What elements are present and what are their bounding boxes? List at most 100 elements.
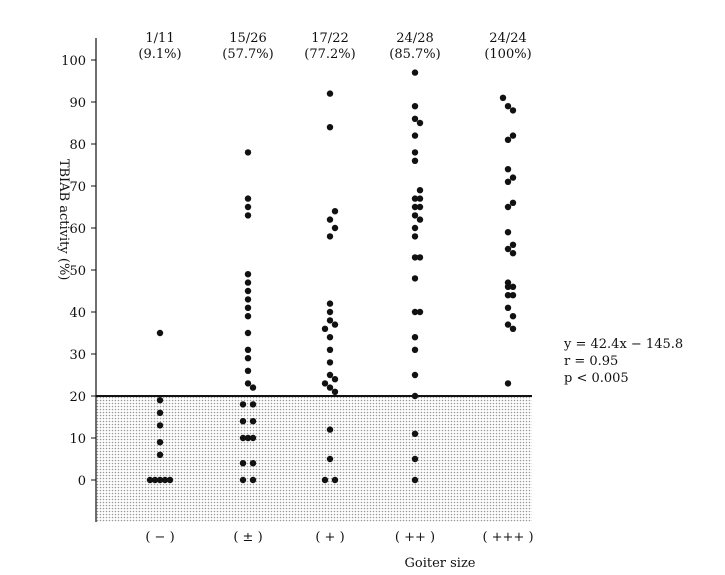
data-point [416, 216, 424, 223]
data-point [411, 69, 419, 76]
data-point [504, 136, 512, 143]
data-point [509, 241, 517, 248]
data-point [326, 233, 334, 240]
correlation-coefficient: r = 0.95 [564, 354, 618, 369]
x-category-label: ( ± ) [233, 530, 262, 545]
data-point [416, 195, 424, 202]
y-tick-label: 40 [69, 306, 86, 321]
data-point [156, 422, 164, 429]
y-ticks: 0 10 20 30 40 50 60 70 80 90 100 [61, 54, 96, 489]
y-tick-label: 30 [69, 348, 86, 363]
data-point [326, 334, 334, 341]
data-point [249, 460, 257, 467]
data-point [244, 287, 252, 295]
data-point [249, 384, 257, 391]
data-point [326, 300, 334, 307]
data-point [509, 325, 517, 332]
y-tick-label: 90 [69, 96, 86, 111]
data-point [156, 329, 164, 337]
data-point [411, 476, 419, 484]
data-point [509, 107, 517, 114]
data-point [416, 203, 424, 211]
data-point [244, 279, 252, 286]
y-tick-label: 70 [69, 180, 86, 195]
data-points [146, 69, 517, 484]
data-point [146, 476, 154, 484]
group-positive-percent: (85.7%) [389, 47, 440, 62]
data-point [244, 355, 252, 362]
data-point [509, 250, 517, 257]
data-point [244, 271, 252, 278]
data-point [411, 275, 419, 282]
x-category-label: ( ++ ) [395, 530, 435, 545]
data-point [244, 367, 252, 374]
data-point [504, 245, 512, 253]
data-point [331, 208, 339, 215]
data-point [331, 321, 339, 328]
data-point [411, 115, 419, 123]
data-point [504, 283, 512, 290]
y-tick-label: 80 [69, 138, 86, 153]
data-point [244, 212, 252, 219]
data-point [416, 187, 424, 194]
data-point [504, 103, 512, 110]
y-axis-title: TBIAB activity (%) [56, 159, 71, 281]
data-point [321, 380, 329, 387]
data-point [416, 119, 424, 127]
y-tick-label: 0 [78, 474, 86, 489]
data-point [499, 94, 507, 102]
data-point [411, 346, 419, 353]
data-point [411, 233, 419, 240]
data-point [244, 313, 252, 320]
group-positive-count: 24/28 [396, 31, 433, 46]
group-positive-percent: (77.2%) [304, 47, 355, 62]
category-labels: ( − ) ( ± ) ( + ) ( ++ ) ( +++ ) [145, 530, 533, 545]
data-point [509, 199, 517, 206]
data-point [249, 418, 257, 425]
data-point [321, 325, 329, 332]
data-point [244, 434, 252, 442]
group-positive-percent: (57.7%) [222, 47, 273, 62]
x-category-label: ( + ) [315, 530, 344, 545]
data-point [321, 476, 329, 484]
data-point [509, 292, 517, 299]
data-point [411, 195, 419, 202]
data-point [509, 174, 517, 181]
x-axis-title: Goiter size [404, 556, 475, 571]
data-point [411, 371, 419, 379]
y-tick-label: 100 [61, 54, 86, 69]
regression-equation: y = 42.4x − 145.8 [563, 337, 683, 352]
y-tick-label: 20 [69, 390, 86, 405]
data-point [151, 476, 159, 484]
data-point [156, 476, 164, 484]
data-point [411, 224, 419, 232]
threshold-shaded-region [96, 396, 532, 522]
data-point [331, 388, 339, 395]
data-point [239, 434, 247, 442]
data-point [244, 329, 252, 337]
data-point [411, 132, 419, 139]
data-point [326, 384, 334, 391]
data-point [239, 418, 247, 425]
y-tick-label: 60 [69, 222, 86, 237]
data-point [244, 380, 252, 387]
group-positive-percent: (100%) [484, 47, 531, 62]
data-point [326, 317, 334, 324]
group-positive-count: 17/22 [311, 31, 348, 46]
data-point [239, 460, 247, 467]
data-point [331, 224, 339, 232]
data-point [509, 283, 517, 290]
data-point [326, 124, 334, 131]
data-point [249, 401, 257, 408]
data-point [156, 409, 164, 416]
data-point [331, 376, 339, 383]
group-positive-count: 1/11 [145, 31, 174, 46]
data-point [504, 321, 512, 328]
data-point [326, 216, 334, 223]
group-positive-count: 24/24 [489, 31, 526, 46]
data-point [411, 430, 419, 437]
data-point [326, 346, 334, 353]
data-point [239, 476, 247, 484]
data-point [416, 254, 424, 261]
